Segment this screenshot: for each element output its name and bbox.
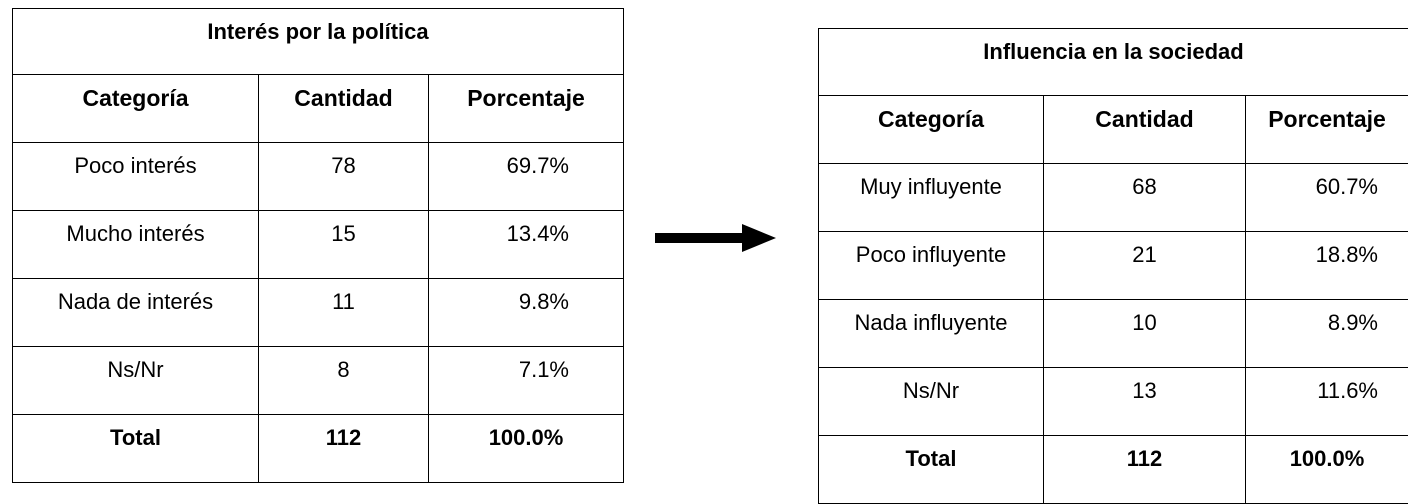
- total-cell: 112: [258, 414, 429, 483]
- header-row: Categoría Cantidad Porcentaje: [818, 95, 1408, 164]
- total-row: Total 112 100.0%: [818, 435, 1408, 504]
- total-cell: 112: [1043, 435, 1246, 504]
- cell: 13: [1043, 367, 1246, 436]
- data-row: Muy influyente 68 60.7%: [818, 163, 1408, 232]
- data-row: Nada influyente 10 8.9%: [818, 299, 1408, 368]
- cell: Nada influyente: [818, 299, 1044, 368]
- data-row: Nada de interés 11 9.8%: [12, 278, 624, 347]
- cell: 15: [258, 210, 429, 279]
- total-cell: Total: [12, 414, 259, 483]
- cell: Ns/Nr: [12, 346, 259, 415]
- cell: Poco interés: [12, 142, 259, 211]
- cell: 13.4%: [428, 210, 624, 279]
- cell: 11: [258, 278, 429, 347]
- total-cell: 100.0%: [1245, 435, 1408, 504]
- data-row: Poco influyente 21 18.8%: [818, 231, 1408, 300]
- cell: Mucho interés: [12, 210, 259, 279]
- header-row: Categoría Cantidad Porcentaje: [12, 74, 624, 143]
- cell: 69.7%: [428, 142, 624, 211]
- header-cell: Cantidad: [258, 74, 429, 143]
- data-row: Poco interés 78 69.7%: [12, 142, 624, 211]
- cell: 9.8%: [428, 278, 624, 347]
- cell: Poco influyente: [818, 231, 1044, 300]
- total-cell: Total: [818, 435, 1044, 504]
- title-row: Influencia en la sociedad: [818, 28, 1408, 96]
- cell: Nada de interés: [12, 278, 259, 347]
- arrow-head: [742, 224, 776, 252]
- cell: 21: [1043, 231, 1246, 300]
- header-cell: Cantidad: [1043, 95, 1246, 164]
- cell: 10: [1043, 299, 1246, 368]
- header-cell: Porcentaje: [1245, 95, 1408, 164]
- header-cell: Categoría: [12, 74, 259, 143]
- cell: Ns/Nr: [818, 367, 1044, 436]
- table-title: Influencia en la sociedad: [818, 28, 1408, 96]
- table: Interés por la política Categoría Cantidad…: [12, 8, 624, 483]
- arrow-shaft: [655, 233, 747, 243]
- cell: 11.6%: [1245, 367, 1408, 436]
- total-cell: 100.0%: [428, 414, 624, 483]
- cell: 8: [258, 346, 429, 415]
- total-row: Total 112 100.0%: [12, 414, 624, 483]
- header-cell: Porcentaje: [428, 74, 624, 143]
- data-row: Mucho interés 15 13.4%: [12, 210, 624, 279]
- cell: 8.9%: [1245, 299, 1408, 368]
- cell: 78: [258, 142, 429, 211]
- cell: 60.7%: [1245, 163, 1408, 232]
- header-cell: Categoría: [818, 95, 1044, 164]
- cell: Muy influyente: [818, 163, 1044, 232]
- cell: 7.1%: [428, 346, 624, 415]
- data-row: Ns/Nr 8 7.1%: [12, 346, 624, 415]
- cell: 68: [1043, 163, 1246, 232]
- table: Influencia en la sociedad Categoría Cantid…: [818, 28, 1408, 504]
- cell: 18.8%: [1245, 231, 1408, 300]
- data-row: Ns/Nr 13 11.6%: [818, 367, 1408, 436]
- arrow: [655, 224, 776, 252]
- table-title: Interés por la política: [12, 8, 624, 75]
- title-row: Interés por la política: [12, 8, 624, 75]
